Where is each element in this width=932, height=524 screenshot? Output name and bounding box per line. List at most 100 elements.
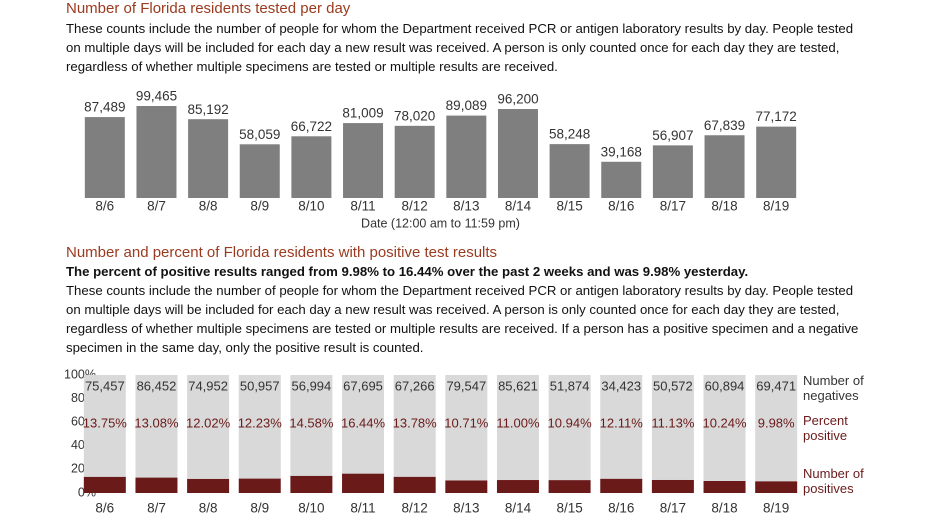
bar-segment (135, 375, 178, 478)
bar (188, 119, 229, 198)
bar-segment (651, 375, 694, 480)
value-label: 67,839 (704, 118, 745, 133)
bar (549, 144, 590, 198)
x-tick-label: 8/13 (453, 501, 479, 516)
value-label: 79,547 (446, 378, 486, 393)
percent-label: 12.23% (238, 415, 283, 430)
percent-label: 12.11% (600, 415, 644, 430)
subtitle: The percent of positive results ranged f… (66, 264, 749, 279)
value-label: 58,059 (239, 127, 280, 142)
x-tick-label: 8/17 (660, 501, 686, 516)
bar-segment (496, 375, 539, 481)
bar-segment (755, 481, 798, 493)
value-label: 78,020 (394, 108, 435, 123)
value-label: 60,894 (705, 378, 745, 393)
bar (343, 123, 384, 198)
value-label: 99,465 (136, 89, 177, 104)
x-tick-label: 8/12 (402, 199, 428, 214)
value-label: 69,471 (756, 378, 796, 393)
bar-segment (342, 473, 385, 493)
bar-segment (703, 480, 746, 493)
percent-label: 13.08% (134, 415, 179, 430)
value-label: 81,009 (342, 106, 383, 121)
value-label: 56,907 (652, 128, 693, 143)
x-tick-label: 8/9 (250, 501, 269, 516)
legend-negatives: Number of negatives (803, 373, 864, 403)
x-tick-label: 8/18 (711, 501, 737, 516)
percent-label: 13.75% (83, 415, 128, 430)
x-tick-label: 8/11 (350, 199, 375, 214)
bar-segment (187, 478, 230, 493)
bar-segment (83, 375, 126, 477)
legend-positives: Number of positives (803, 466, 864, 496)
bar (394, 125, 435, 198)
bar (239, 144, 280, 198)
legend-percent: Percent positive (803, 413, 848, 443)
bar-segment (548, 375, 591, 481)
bar (136, 106, 177, 198)
x-tick-label: 8/8 (199, 199, 218, 214)
bar-segment (445, 375, 488, 481)
bar-segment (393, 476, 436, 493)
x-tick-label: 8/10 (298, 199, 324, 214)
percent-label: 11.13% (651, 415, 695, 430)
value-label: 39,168 (601, 144, 642, 159)
bar (704, 135, 745, 198)
x-tick-label: 8/18 (711, 199, 737, 214)
value-label: 66,722 (291, 119, 332, 134)
bar-segment (496, 480, 539, 493)
x-tick-label: 8/10 (298, 501, 324, 516)
value-label: 85,192 (187, 102, 228, 117)
bar (601, 161, 642, 198)
bar-segment (651, 479, 694, 493)
value-label: 87,489 (84, 100, 125, 115)
percent-label: 10.24% (702, 415, 747, 430)
bar-segment (600, 478, 643, 493)
bar (84, 117, 125, 198)
x-tick-label: 8/7 (147, 501, 166, 516)
bar (291, 136, 332, 198)
x-tick-label: 8/16 (608, 501, 634, 516)
value-label: 74,952 (188, 378, 228, 393)
bar-segment (445, 480, 488, 493)
value-label: 58,248 (549, 127, 590, 142)
x-tick-label: 8/15 (556, 501, 582, 516)
x-tick-label: 8/19 (763, 199, 789, 214)
bar-segment (600, 375, 643, 479)
x-tick-label: 8/7 (147, 199, 166, 214)
percent-label: 14.58% (289, 415, 334, 430)
x-tick-label: 8/15 (556, 199, 582, 214)
value-label: 34,423 (601, 378, 641, 393)
bar (497, 109, 538, 198)
percent-label: 12.02% (186, 415, 231, 430)
value-label: 56,994 (292, 378, 332, 393)
bar-segment (83, 476, 126, 493)
x-tick-label: 8/9 (250, 199, 269, 214)
x-tick-label: 8/14 (505, 501, 532, 516)
x-axis-label: Date (12:00 am to 11:59 pm) (361, 216, 520, 230)
x-tick-label: 8/12 (402, 501, 428, 516)
bar (652, 145, 693, 198)
bar-segment (290, 375, 333, 476)
value-label: 96,200 (497, 92, 538, 107)
x-tick-label: 8/6 (95, 199, 114, 214)
chart-title: Number and percent of Florida residents … (66, 244, 498, 261)
value-label: 67,266 (395, 378, 435, 393)
percent-label: 10.71% (444, 415, 489, 430)
x-tick-label: 8/14 (505, 199, 532, 214)
x-tick-label: 8/11 (350, 501, 375, 516)
x-tick-label: 8/17 (660, 199, 686, 214)
bar-segment (135, 477, 178, 493)
percent-label: 11.00% (496, 415, 540, 430)
percent-label: 10.94% (548, 415, 593, 430)
bar (446, 115, 487, 198)
value-label: 89,089 (446, 98, 487, 113)
value-label: 51,874 (550, 378, 590, 393)
description: These counts include the number of peopl… (66, 283, 859, 355)
x-tick-label: 8/16 (608, 199, 634, 214)
bar-segment (342, 375, 385, 474)
value-label: 86,452 (137, 378, 177, 393)
description: These counts include the number of peopl… (66, 21, 854, 74)
